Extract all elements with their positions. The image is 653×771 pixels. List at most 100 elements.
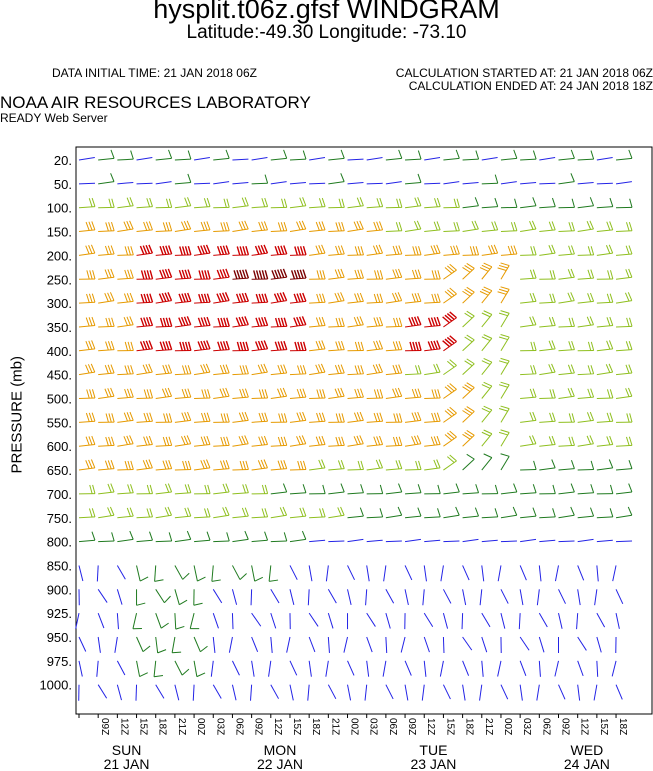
pressure-tick-label: 925. [47, 606, 72, 621]
wind-barb [136, 197, 153, 209]
wind-barb [347, 435, 364, 447]
time-tick-label: 18Z [310, 718, 321, 735]
wind-barb [78, 157, 95, 161]
wind-barb [558, 506, 575, 519]
wind-barb [443, 149, 460, 161]
time-tick-label: 18Z [617, 718, 628, 735]
wind-barb [385, 506, 403, 519]
wind-barb [309, 221, 326, 233]
wind-barb [481, 660, 484, 677]
wind-barb [520, 316, 537, 328]
wind-barb [97, 612, 105, 629]
wind-barb [481, 334, 493, 352]
wind-barb [308, 636, 316, 653]
wind-barb [520, 341, 537, 352]
wind-barb [443, 454, 457, 471]
wind-barb [366, 459, 384, 471]
wind-barb [596, 157, 613, 161]
wind-barb [539, 459, 556, 471]
wind-barb [328, 506, 345, 519]
wind-barb [462, 636, 473, 651]
wind-barb [136, 589, 146, 606]
wind-barb [155, 292, 173, 304]
wind-barb [539, 197, 556, 209]
time-tick-label: 21Z [483, 718, 494, 735]
wind-barb [174, 684, 180, 701]
wind-barb [154, 565, 164, 582]
day-date-label: 21 JAN [104, 756, 150, 771]
wind-barb [289, 365, 307, 376]
wind-barb [232, 411, 249, 423]
wind-barb [309, 270, 326, 280]
wind-barb [616, 340, 633, 352]
wind-barb [117, 411, 134, 423]
wind-barb [443, 483, 460, 495]
wind-barb [405, 341, 422, 352]
wind-barb [500, 245, 518, 256]
wind-barb [615, 483, 633, 495]
wind-barb [251, 660, 255, 677]
wind-barb [520, 292, 537, 304]
wind-barb [189, 613, 200, 630]
wind-barb [213, 340, 230, 352]
wind-barb [136, 340, 154, 352]
wind-barb [385, 245, 403, 256]
pressure-tick-label: 250. [47, 272, 72, 287]
wind-barb [213, 413, 230, 423]
wind-barb [347, 292, 364, 304]
wind-barb [539, 363, 556, 376]
wind-barb [577, 292, 595, 304]
day-date-label: 24 JAN [564, 756, 610, 771]
wind-barb [519, 660, 527, 676]
wind-barb [136, 484, 154, 495]
wind-barb [538, 612, 548, 628]
wind-barb [78, 363, 96, 376]
wind-barb [174, 411, 192, 423]
wind-barb [519, 589, 524, 606]
wind-barb [328, 483, 345, 495]
wind-barb [232, 388, 249, 399]
wind-barb [328, 317, 345, 328]
wind-barb [251, 435, 269, 447]
wind-barb [577, 484, 595, 495]
wind-barb [577, 365, 595, 376]
time-tick-label: 00Z [195, 718, 206, 735]
wind-barb [194, 340, 211, 352]
wind-barb [596, 484, 614, 495]
wind-barb [500, 221, 518, 233]
wind-barb [328, 340, 345, 352]
wind-barb [558, 245, 575, 256]
wind-barb [194, 363, 211, 376]
wind-barb [558, 387, 575, 399]
wind-barb [174, 507, 192, 519]
wind-barb [309, 293, 326, 304]
wind-barb [308, 660, 312, 677]
wind-barb [117, 292, 134, 304]
wind-barb [114, 636, 118, 653]
wind-barb [462, 484, 480, 495]
wind-barb [213, 245, 230, 256]
wind-barb [577, 181, 594, 185]
wind-barb [443, 506, 460, 519]
wind-barb [194, 221, 211, 233]
wind-barb [309, 182, 326, 185]
wind-barb [117, 507, 134, 519]
day-date-label: 23 JAN [410, 756, 456, 771]
wind-barb [366, 270, 384, 280]
wind-barb [558, 413, 575, 423]
wind-barb [366, 244, 384, 256]
time-tick-label: 15Z [598, 718, 609, 735]
wind-barb [498, 381, 510, 399]
wind-barb [481, 244, 499, 256]
wind-barb [596, 197, 614, 209]
wind-barb [423, 612, 434, 627]
wind-barb [539, 182, 556, 185]
wind-barb [270, 221, 288, 233]
wind-barb [462, 453, 475, 471]
wind-barb [498, 357, 510, 375]
wind-barb [424, 340, 441, 352]
wind-barb [251, 316, 269, 328]
wind-barb [250, 589, 253, 606]
wind-barb [577, 220, 594, 233]
chart-subtitle: Latitude:-49.30 Longitude: -73.10 [186, 22, 467, 43]
